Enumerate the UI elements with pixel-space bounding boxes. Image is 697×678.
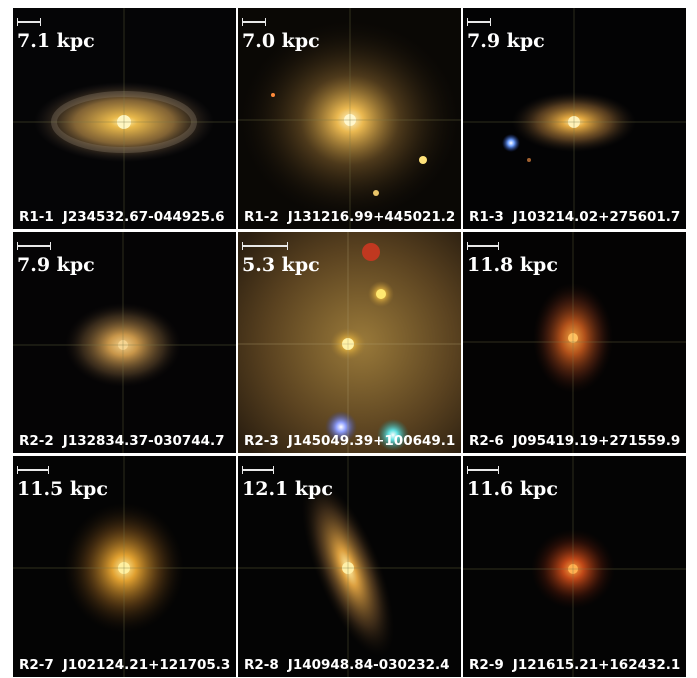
panel-caption: R2-9 J121615.21+162432.1: [469, 657, 680, 673]
scale-label: 7.9 kpc: [467, 30, 545, 52]
object-name: J145049.39+100649.1: [287, 433, 456, 449]
galaxy-panel: 7.9 kpc R2-2 J132834.37-030744.7: [13, 232, 236, 453]
scale-label: 7.0 kpc: [242, 30, 320, 52]
panel-id: R2-7: [19, 657, 54, 673]
scale-bar: [467, 466, 499, 474]
panel-caption: R1-2 J131216.99+445021.2: [244, 209, 455, 225]
scale-label: 11.5 kpc: [17, 478, 108, 500]
panel-id: R1-2: [244, 209, 279, 225]
panel-caption: R2-3 J145049.39+100649.1: [244, 433, 455, 449]
scale-label: 7.1 kpc: [17, 30, 95, 52]
galaxy-panel: 5.3 kpc R2-3 J145049.39+100649.1: [238, 232, 461, 453]
galaxy-image: [463, 8, 686, 229]
scale-label: 7.9 kpc: [17, 254, 95, 276]
panel-id: R2-2: [19, 433, 54, 449]
panel-caption: R1-3 J103214.02+275601.7: [469, 209, 680, 225]
galaxy-panel: 7.1 kpc R1-1 J234532.67-044925.6: [13, 8, 236, 229]
scale-label: 11.6 kpc: [467, 478, 558, 500]
object-name: J140948.84-030232.4: [287, 657, 450, 673]
scale-bar: [242, 242, 288, 250]
galaxy-panel: 11.5 kpc R2-7 J102124.21+121705.3: [13, 456, 236, 677]
panel-id: R2-6: [469, 433, 504, 449]
panel-id: R1-1: [19, 209, 54, 225]
galaxy-panel: 7.0 kpc R1-2 J131216.99+445021.2: [238, 8, 461, 229]
panel-id: R1-3: [469, 209, 504, 225]
object-name: J103214.02+275601.7: [512, 209, 681, 225]
object-name: J132834.37-030744.7: [62, 433, 225, 449]
scale-bar: [17, 242, 51, 250]
scale-bar: [242, 18, 266, 26]
galaxy-image: [463, 232, 686, 453]
galaxy-image: [238, 8, 461, 229]
scale-label: 12.1 kpc: [242, 478, 333, 500]
galaxy-panel: 11.6 kpc R2-9 J121615.21+162432.1: [463, 456, 686, 677]
panel-caption: R2-2 J132834.37-030744.7: [19, 433, 225, 449]
scale-bar: [467, 242, 499, 250]
scale-bar: [17, 18, 41, 26]
galaxy-image: [13, 456, 236, 677]
galaxy-panel: 7.9 kpc R1-3 J103214.02+275601.7: [463, 8, 686, 229]
galaxy-image: [463, 456, 686, 677]
galaxy-panel: 11.8 kpc R2-6 J095419.19+271559.9: [463, 232, 686, 453]
galaxy-image-grid: 7.1 kpc R1-1 J234532.67-044925.6 7.0: [13, 8, 697, 678]
galaxy-image: [13, 8, 236, 229]
panel-id: R2-9: [469, 657, 504, 673]
object-name: J102124.21+121705.3: [62, 657, 231, 673]
panel-id: R2-3: [244, 433, 279, 449]
panel-caption: R2-7 J102124.21+121705.3: [19, 657, 230, 673]
object-name: J121615.21+162432.1: [512, 657, 681, 673]
scale-bar: [242, 466, 274, 474]
scale-label: 5.3 kpc: [242, 254, 320, 276]
panel-caption: R1-1 J234532.67-044925.6: [19, 209, 225, 225]
scale-bar: [17, 466, 49, 474]
object-name: J131216.99+445021.2: [287, 209, 456, 225]
object-name: J234532.67-044925.6: [62, 209, 225, 225]
galaxy-image: [238, 232, 461, 453]
panel-id: R2-8: [244, 657, 279, 673]
galaxy-image: [238, 456, 461, 677]
scale-label: 11.8 kpc: [467, 254, 558, 276]
galaxy-panel: 12.1 kpc R2-8 J140948.84-030232.4: [238, 456, 461, 677]
galaxy-image: [13, 232, 236, 453]
panel-caption: R2-8 J140948.84-030232.4: [244, 657, 450, 673]
scale-bar: [467, 18, 491, 26]
object-name: J095419.19+271559.9: [512, 433, 681, 449]
panel-caption: R2-6 J095419.19+271559.9: [469, 433, 680, 449]
